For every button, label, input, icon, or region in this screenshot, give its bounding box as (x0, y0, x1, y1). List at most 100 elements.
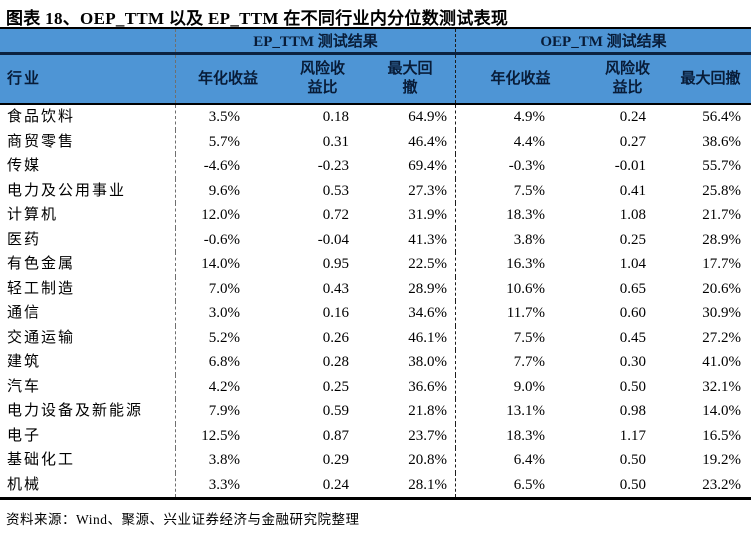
industry-cell: 通信 (7, 305, 42, 321)
table-row: 有色金属 14.0% 0.95 22.5% 16.3% 1.04 17.7% (0, 252, 751, 277)
table-body: 食品饮料 3.5% 0.18 64.9% 4.9% 0.24 56.4% 商贸零售 5.7% 0.… (0, 105, 751, 497)
value-cell: 0.28 (322, 354, 349, 370)
value-cell: 0.30 (619, 354, 646, 370)
value-cell: 46.1% (408, 329, 447, 346)
value-cell: 31.9% (408, 207, 447, 223)
value-cell: -0.23 (317, 158, 349, 174)
value-cell: 0.95 (322, 256, 349, 272)
industry-cell: 医药 (7, 231, 42, 248)
table-row: 交通运输 5.2% 0.26 46.1% 7.5% 0.45 27.2% (0, 325, 751, 350)
value-cell: 0.65 (619, 280, 646, 297)
data-table: EP_TTM 测试结果 OEP_TM 测试结果 行业 年化收益 风险收益比 最大… (0, 27, 751, 500)
column-header-ep-risk-label: 风险收益比 (299, 61, 345, 96)
value-cell: 12.5% (175, 423, 280, 448)
table-group-header-row: EP_TTM 测试结果 OEP_TM 测试结果 (0, 29, 751, 55)
value-cell: 38.6% (702, 133, 741, 150)
table-row: 轻工制造 7.0% 0.43 28.9% 10.6% 0.65 20.6% (0, 276, 751, 301)
value-cell: 21.7% (702, 207, 741, 223)
header-spacer (0, 29, 175, 52)
value-cell: 16.5% (702, 427, 741, 444)
value-cell: -0.6% (175, 227, 280, 252)
column-header-oep-risk: 风险收益比 (585, 55, 670, 103)
table-row: 电力及公用事业 9.6% 0.53 27.3% 7.5% 0.41 25.8% (0, 178, 751, 203)
value-cell: 3.8% (455, 227, 585, 252)
industry-cell: 电力设备及新能源 (7, 403, 144, 419)
industry-cell: 电力及公用事业 (7, 182, 127, 199)
industry-cell: 传媒 (7, 158, 42, 174)
value-cell: 7.9% (175, 399, 280, 424)
value-cell: 4.2% (175, 374, 280, 399)
value-cell: 1.17 (619, 427, 646, 444)
value-cell: 0.98 (619, 403, 646, 419)
value-cell: 0.53 (322, 182, 349, 199)
value-cell: 14.0% (175, 252, 280, 277)
value-cell: 14.0% (702, 403, 741, 419)
value-cell: 6.5% (455, 472, 585, 497)
value-cell: 41.0% (702, 354, 741, 370)
value-cell: 21.8% (408, 403, 447, 419)
value-cell: 0.50 (619, 452, 646, 468)
value-cell: 18.3% (455, 423, 585, 448)
page-title: 图表 18、OEP_TTM 以及 EP_TTM 在不同行业内分位数测试表现 (6, 9, 509, 28)
industry-cell: 有色金属 (7, 256, 76, 272)
value-cell: 3.8% (175, 448, 280, 473)
value-cell: -4.6% (175, 154, 280, 179)
value-cell: 16.3% (455, 252, 585, 277)
value-cell: 0.24 (322, 476, 349, 493)
column-header-ep-drawdown-label: 最大回撤 (387, 61, 433, 96)
industry-cell: 汽车 (7, 378, 42, 395)
value-cell: 9.0% (455, 374, 585, 399)
column-header-oep-drawdown: 最大回撤 (680, 70, 741, 87)
value-cell: 32.1% (702, 378, 741, 395)
value-cell: 3.3% (175, 472, 280, 497)
value-cell: -0.3% (455, 154, 585, 179)
value-cell: 0.26 (322, 329, 349, 346)
value-cell: 36.6% (408, 378, 447, 395)
value-cell: 10.6% (455, 276, 585, 301)
value-cell: 28.9% (408, 280, 447, 297)
value-cell: 0.43 (322, 280, 349, 297)
value-cell: 0.18 (322, 109, 349, 125)
value-cell: 46.4% (408, 133, 447, 150)
value-cell: 28.9% (702, 231, 741, 248)
value-cell: 7.7% (455, 350, 585, 375)
value-cell: 0.16 (322, 305, 349, 321)
table-row: 通信 3.0% 0.16 34.6% 11.7% 0.60 30.9% (0, 301, 751, 326)
value-cell: 30.9% (702, 305, 741, 321)
value-cell: 23.2% (702, 476, 741, 493)
value-cell: 3.0% (175, 301, 280, 326)
value-cell: 41.3% (408, 231, 447, 248)
table-row: 基础化工 3.8% 0.29 20.8% 6.4% 0.50 19.2% (0, 448, 751, 473)
value-cell: 0.72 (322, 207, 349, 223)
value-cell: 12.0% (175, 203, 280, 228)
value-cell: 3.5% (175, 105, 280, 130)
value-cell: 20.8% (408, 452, 447, 468)
industry-cell: 建筑 (7, 354, 42, 370)
industry-cell: 食品饮料 (7, 109, 76, 125)
column-header-industry: 行业 (7, 70, 42, 87)
value-cell: 0.87 (322, 427, 349, 444)
industry-cell: 电子 (7, 427, 42, 444)
table-row: 计算机 12.0% 0.72 31.9% 18.3% 1.08 21.7% (0, 203, 751, 228)
value-cell: 19.2% (702, 452, 741, 468)
value-cell: 34.6% (408, 305, 447, 321)
value-cell: 22.5% (408, 256, 447, 272)
table-row: 汽车 4.2% 0.25 36.6% 9.0% 0.50 32.1% (0, 374, 751, 399)
value-cell: 6.4% (455, 448, 585, 473)
value-cell: 0.50 (619, 476, 646, 493)
industry-cell: 基础化工 (7, 452, 76, 468)
value-cell: 28.1% (408, 476, 447, 493)
value-cell: 5.2% (175, 325, 280, 350)
value-cell: 6.8% (175, 350, 280, 375)
value-cell: 4.4% (455, 129, 585, 154)
value-cell: 20.6% (702, 280, 741, 297)
value-cell: 11.7% (455, 301, 585, 326)
column-header-ep-drawdown: 最大回撤 (365, 55, 455, 103)
value-cell: 17.7% (702, 256, 741, 272)
table-row: 商贸零售 5.7% 0.31 46.4% 4.4% 0.27 38.6% (0, 129, 751, 154)
table-row: 医药 -0.6% -0.04 41.3% 3.8% 0.25 28.9% (0, 227, 751, 252)
industry-cell: 交通运输 (7, 329, 76, 346)
value-cell: 0.31 (322, 133, 349, 150)
table-row: 机械 3.3% 0.24 28.1% 6.5% 0.50 23.2% (0, 472, 751, 497)
